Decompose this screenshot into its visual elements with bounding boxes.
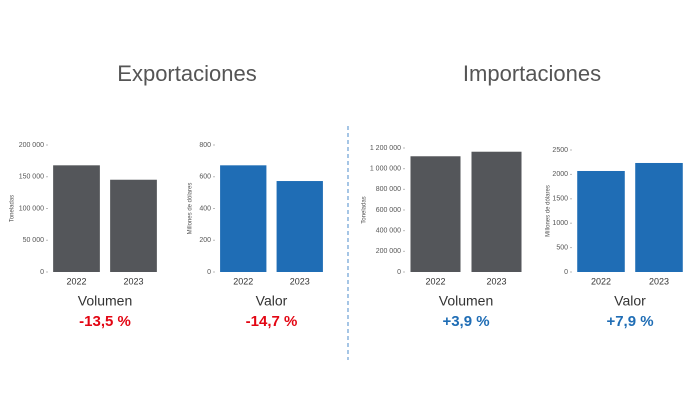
bar (577, 170, 625, 272)
y-tick-label: 2000 (552, 171, 568, 178)
caption: Volumen (439, 293, 493, 309)
y-tick-label: 150 000 (19, 174, 44, 181)
x-tick-label: 2023 (290, 276, 310, 286)
y-tick-label: 100 000 (19, 205, 44, 212)
y-tick-label: 1 000 000 (370, 166, 401, 173)
bar (110, 179, 157, 272)
x-tick-label: 2022 (66, 276, 86, 286)
y-tick-label: 1 200 000 (370, 145, 401, 152)
x-tick-label: 2023 (649, 276, 669, 286)
bar (276, 181, 323, 272)
bar (410, 156, 461, 272)
y-tick-label: 0 (207, 269, 211, 276)
caption: Valor (614, 293, 646, 309)
y-axis-label: Toneladas (10, 195, 16, 222)
y-axis-label: Millones de dólares (188, 183, 194, 235)
caption: Volumen (78, 293, 132, 309)
y-axis-label: Millones de dólares (546, 185, 552, 237)
y-tick-label: 800 000 (376, 186, 401, 193)
bar (220, 165, 267, 272)
y-tick-label: 0 (397, 269, 401, 276)
x-tick-label: 2022 (233, 276, 253, 286)
y-tick-label: 0 (40, 269, 44, 276)
change-label: -14,7 % (246, 313, 298, 330)
y-tick-label: 1500 (552, 196, 568, 203)
y-tick-label: 500 (556, 244, 568, 251)
change-label: -13,5 % (79, 313, 131, 330)
section-heading: Exportaciones (117, 61, 256, 86)
y-tick-label: 200 000 (376, 248, 401, 255)
y-tick-label: 600 000 (376, 207, 401, 214)
y-axis-label: Toneladas (362, 196, 368, 223)
x-tick-label: 2022 (591, 276, 611, 286)
change-label: +7,9 % (606, 313, 653, 330)
y-tick-label: 600 (199, 174, 211, 181)
x-tick-label: 2022 (425, 276, 445, 286)
y-tick-label: 800 (199, 142, 211, 149)
bar (471, 151, 522, 272)
section-heading: Importaciones (463, 61, 601, 86)
y-tick-label: 200 000 (19, 142, 44, 149)
y-tick-label: 400 000 (376, 228, 401, 235)
x-tick-label: 2023 (486, 276, 506, 286)
y-tick-label: 400 (199, 205, 211, 212)
y-tick-label: 200 (199, 237, 211, 244)
bar (635, 162, 683, 272)
y-tick-label: 1000 (552, 220, 568, 227)
x-tick-label: 2023 (123, 276, 143, 286)
y-tick-label: 50 000 (23, 237, 45, 244)
y-tick-label: 2500 (552, 147, 568, 154)
change-label: +3,9 % (442, 313, 489, 330)
y-tick-label: 0 (564, 269, 568, 276)
caption: Valor (256, 293, 288, 309)
bar (53, 165, 100, 272)
